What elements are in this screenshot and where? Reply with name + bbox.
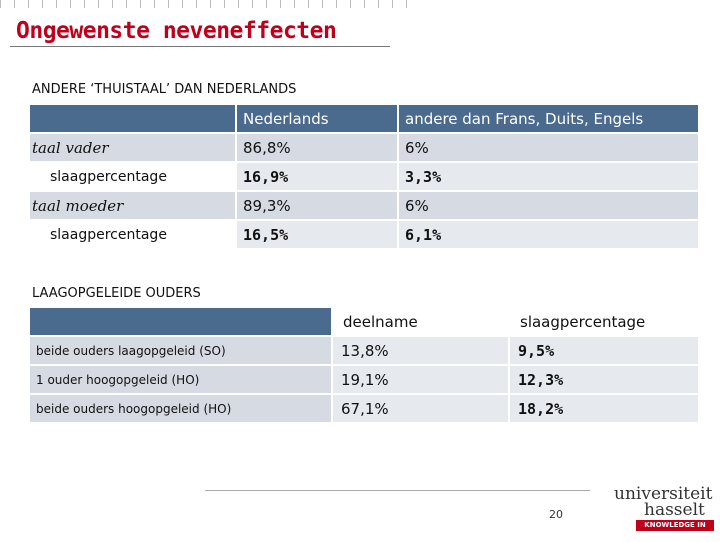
table-cell: 16,9% <box>237 163 397 190</box>
table-cell: 13,8% <box>333 337 508 364</box>
section-caption: LAAGOPGELEIDE OUDERS <box>32 286 201 301</box>
table-cell: 89,3% <box>237 192 397 219</box>
table-cell: Nederlands <box>237 105 397 132</box>
table-cell <box>30 308 331 335</box>
logo-text: universiteit <box>614 484 713 504</box>
slide-title: Ongewenste neveneffecten <box>16 18 337 44</box>
table-cell: 19,1% <box>333 366 508 393</box>
table-cell: slaagpercentage <box>30 221 235 248</box>
footer-rule <box>205 490 590 491</box>
table-cell: 86,8% <box>237 134 397 161</box>
table-cell: beide ouders laagopgeleid (SO) <box>30 337 331 364</box>
table-cell: 3,3% <box>399 163 698 190</box>
table-cell: taal vader <box>30 134 235 161</box>
table-cell: beide ouders hoogopgeleid (HO) <box>30 395 331 422</box>
logo-text: hasselt <box>644 500 705 520</box>
table-cell: 67,1% <box>333 395 508 422</box>
table-cell <box>30 105 235 132</box>
table-cell: slaagpercentage <box>30 163 235 190</box>
table-cell: 18,2% <box>510 395 698 422</box>
table-cell: taal moeder <box>30 192 235 219</box>
table-cell: 6% <box>399 192 698 219</box>
section-caption: ANDERE ‘THUISTAAL’ DAN NEDERLANDS <box>32 82 297 97</box>
table-cell: 16,5% <box>237 221 397 248</box>
table-cell: 12,3% <box>510 366 698 393</box>
table-cell: deelname <box>333 308 508 335</box>
table-cell: 6% <box>399 134 698 161</box>
table-cell: andere dan Frans, Duits, Engels <box>399 105 698 132</box>
page-number: 20 <box>549 508 563 521</box>
table-cell: 6,1% <box>399 221 698 248</box>
top-decoration <box>0 0 420 8</box>
title-rule <box>10 46 390 47</box>
table-cell: 1 ouder hoogopgeleid (HO) <box>30 366 331 393</box>
table-cell: 9,5% <box>510 337 698 364</box>
logo-banner: KNOWLEDGE IN ACTION <box>636 520 714 540</box>
table-cell: slaagpercentage <box>510 308 698 335</box>
